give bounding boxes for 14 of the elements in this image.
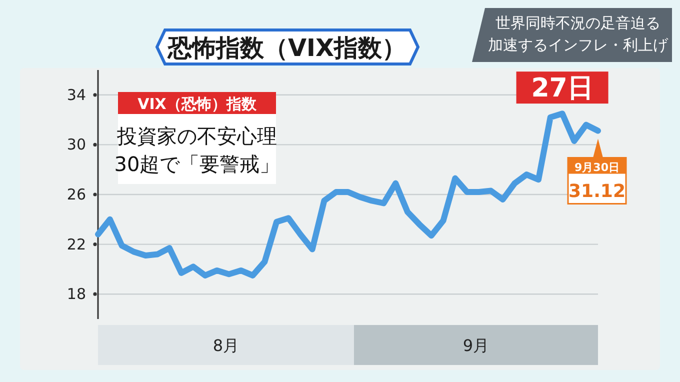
annotation: 9月30日 xyxy=(574,160,620,174)
text: 8月 xyxy=(212,336,240,355)
y-tick-label: 22 xyxy=(66,235,86,254)
y-tick-label: 26 xyxy=(66,186,86,204)
chart-subtitle: 世界同時不況の足音迫る加速するインフレ・利上げ xyxy=(488,14,669,54)
annotation: 投資家の不安心理 30超で「要警戒」 xyxy=(114,124,280,176)
annotation: VIX（恐怖）指数 xyxy=(138,95,258,113)
y-tick-label: 18 xyxy=(66,285,86,304)
y-tick-label: 30 xyxy=(66,136,86,154)
y-tick-label: 34 xyxy=(66,86,86,104)
chart-title: 恐怖指数（VIX指数） xyxy=(166,34,406,62)
text: 9月 xyxy=(462,336,490,355)
annotation: 31.12 xyxy=(568,180,626,202)
annotation: 27日 xyxy=(531,74,594,104)
